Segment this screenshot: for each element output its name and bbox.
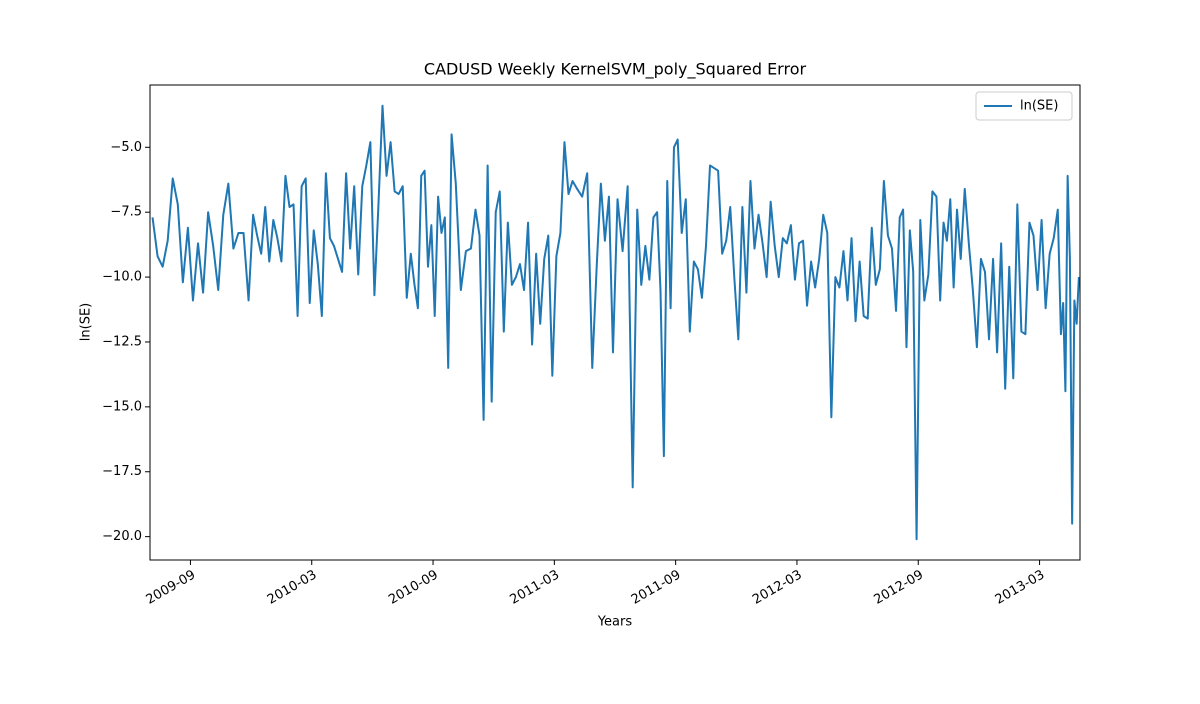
y-tick-label: −12.5 [102, 334, 142, 349]
data-line [151, 104, 1080, 541]
y-tick-label: −15.0 [102, 399, 142, 414]
y-tick-label: −5.0 [110, 140, 142, 155]
y-tick-label: −10.0 [102, 270, 142, 285]
y-axis-label: ln(SE) [79, 303, 94, 341]
x-axis-label: Years [597, 615, 633, 630]
y-tick-label: −20.0 [102, 529, 142, 544]
chart-title: CADUSD Weekly KernelSVM_poly_Squared Err… [424, 60, 807, 80]
plot-frame [149, 84, 1081, 561]
legend-box [975, 91, 1073, 121]
y-tick-label: −17.5 [102, 464, 142, 479]
legend-label: ln(SE) [1020, 99, 1058, 114]
y-tick-label: −7.5 [110, 205, 142, 220]
